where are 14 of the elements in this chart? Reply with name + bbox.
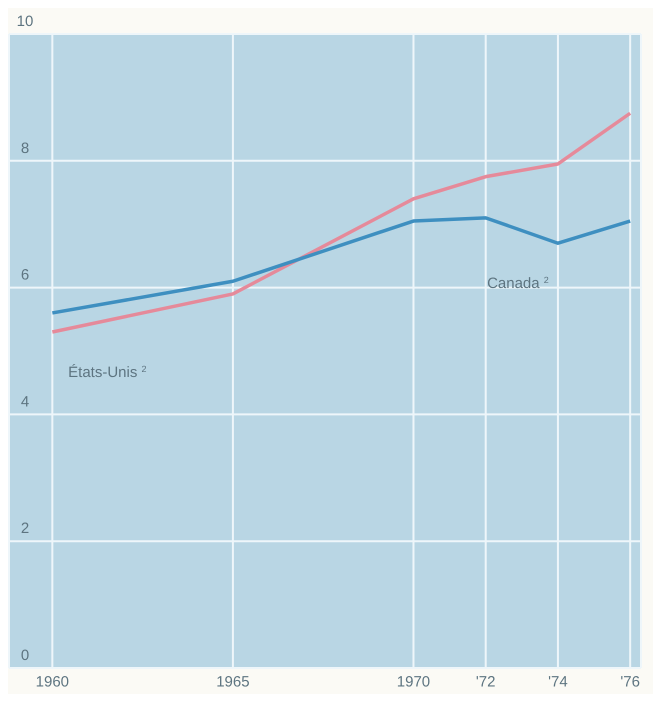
x-tick-label: 1970 — [396, 674, 430, 691]
x-tick-label: 1965 — [216, 674, 250, 691]
text: États-Unis $^{2}$ — [68, 362, 147, 381]
x-tick-label: '74 — [548, 674, 568, 691]
y-tick-label: 4 — [20, 393, 30, 410]
text: Canada $^{2}$ — [487, 275, 549, 292]
x-tick-label: '72 — [476, 674, 496, 691]
y-tick-label: 2 — [20, 520, 30, 538]
x-tick-label: '76 — [620, 674, 640, 691]
x-tick-label: 1960 — [36, 674, 70, 691]
y-tick-label: 10 — [16, 13, 34, 30]
y-tick-label: 0 — [20, 647, 30, 664]
y-tick-label: 8 — [20, 140, 30, 157]
y-tick-label: 6 — [20, 266, 30, 284]
